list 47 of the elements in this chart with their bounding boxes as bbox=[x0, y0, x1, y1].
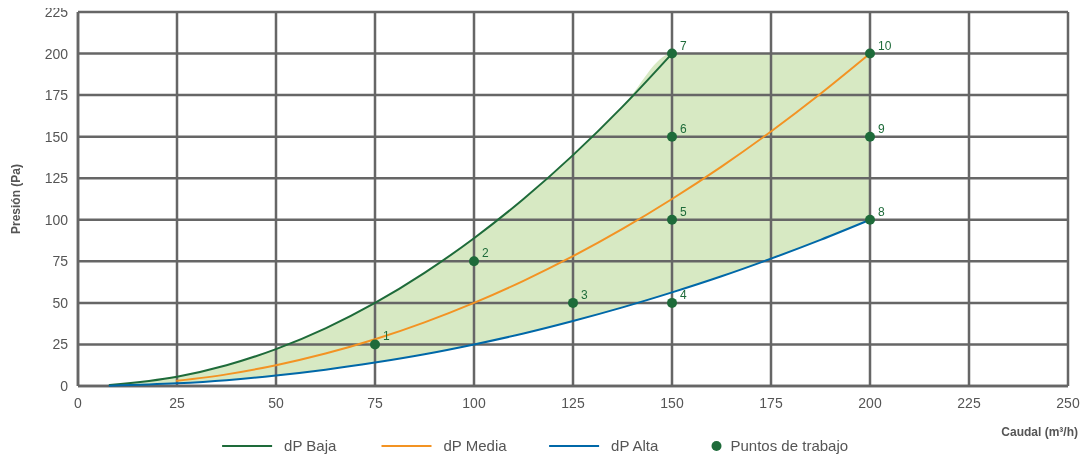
x-axis-title: Caudal (m³/h) bbox=[1001, 425, 1078, 439]
x-tick-label: 250 bbox=[1056, 395, 1080, 411]
point bbox=[469, 256, 479, 267]
y-tick-label: 150 bbox=[44, 128, 69, 145]
point bbox=[568, 297, 578, 308]
annotation: 5 bbox=[680, 204, 687, 219]
legend-label: dP Media bbox=[443, 437, 508, 454]
y-tick-label: 75 bbox=[52, 253, 69, 270]
annotation: 6 bbox=[680, 121, 687, 136]
y-axis-title: Presión (Pa) bbox=[9, 163, 23, 235]
annotation: 10 bbox=[878, 38, 892, 53]
y-tick-label: 175 bbox=[44, 87, 69, 104]
annotation: 3 bbox=[581, 287, 588, 302]
legend-label: dP Baja bbox=[284, 437, 338, 454]
x-tick-label: 50 bbox=[268, 395, 284, 411]
y-tick-label: 200 bbox=[44, 45, 69, 62]
point bbox=[667, 297, 677, 308]
y-tick-label: 100 bbox=[44, 211, 69, 228]
annotation: 7 bbox=[680, 38, 687, 53]
y-tick-label: 50 bbox=[52, 294, 69, 311]
x-tick-label: 100 bbox=[462, 395, 486, 411]
point bbox=[865, 214, 875, 225]
y-tick-label: 0 bbox=[60, 378, 69, 394]
x-tick-label: 75 bbox=[367, 395, 383, 411]
x-tick-label: 200 bbox=[858, 395, 882, 411]
x-tick-label: 25 bbox=[169, 395, 185, 411]
point bbox=[667, 131, 677, 142]
x-tick-label: 150 bbox=[660, 395, 684, 411]
point bbox=[865, 48, 875, 59]
annotation: 4 bbox=[680, 287, 687, 302]
annotation: 1 bbox=[383, 329, 390, 344]
y-tick-label: 125 bbox=[44, 170, 69, 187]
point bbox=[667, 48, 677, 59]
x-tick-label: 175 bbox=[759, 395, 783, 411]
annotation: 8 bbox=[878, 204, 885, 219]
x-tick-label: 225 bbox=[957, 395, 981, 411]
y-tick-label: 25 bbox=[52, 336, 69, 353]
x-tick-label: 125 bbox=[561, 395, 585, 411]
annotation: 2 bbox=[482, 246, 489, 261]
x-tick-label: 0 bbox=[74, 395, 83, 411]
point bbox=[865, 131, 875, 142]
legend-label: dP Alta bbox=[611, 437, 660, 454]
y-tick-label: 225 bbox=[44, 4, 69, 20]
annotation: 9 bbox=[878, 121, 885, 136]
point bbox=[667, 214, 677, 225]
legend-label: Puntos de trabajo bbox=[730, 437, 849, 454]
point bbox=[370, 339, 380, 350]
